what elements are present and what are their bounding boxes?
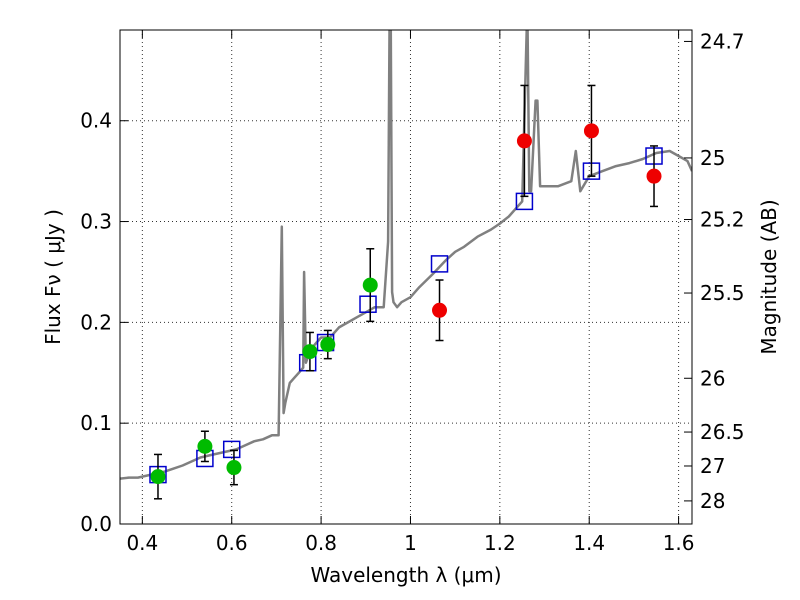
mag-tick-label: 28: [700, 489, 725, 513]
observed-circle-marker: [362, 277, 378, 293]
x-axis-label: Wavelength λ (μm): [310, 563, 501, 587]
observed-circle-marker: [302, 344, 318, 360]
observed-circle-marker: [150, 469, 166, 485]
y-tick-label: 0.4: [80, 109, 112, 133]
observed-circle-marker: [583, 123, 599, 139]
model-square-marker: [359, 295, 377, 313]
mag-tick-label: 24.7: [700, 29, 745, 53]
observed-circle-marker: [226, 460, 242, 476]
y2-axis-label: Magnitude (AB): [757, 199, 781, 354]
plot-area: [120, 30, 692, 480]
observed-circle-marker: [646, 168, 662, 184]
x-tick-label: 0.4: [126, 531, 158, 555]
y-axis-label: Flux Fν ( μJy ): [41, 209, 65, 345]
plot-frame: [119, 29, 693, 525]
x-tick-label: 0.6: [216, 531, 248, 555]
x-tick-label: 0.8: [305, 531, 337, 555]
observed-circle-marker: [516, 133, 532, 149]
mag-tick-label: 25: [700, 146, 725, 170]
observed-circle-marker: [432, 302, 448, 318]
x-tick-label: 1.2: [484, 531, 516, 555]
mag-tick-label: 25.5: [700, 281, 745, 305]
marker-layer: [149, 84, 663, 500]
y-tick-label: 0.3: [80, 210, 112, 234]
model-square-marker: [222, 440, 241, 459]
observed-circle-marker: [197, 438, 213, 454]
mag-tick-label: 27: [700, 454, 725, 478]
y-tick-label: 0.2: [80, 310, 112, 334]
y-tick-label: 0.1: [80, 411, 112, 435]
x-tick-label: 1: [404, 531, 417, 555]
mag-tick-label: 25.2: [700, 208, 745, 232]
observed-circle-marker: [320, 337, 336, 353]
x-tick-label: 1.6: [663, 531, 695, 555]
y-tick-label: 0.0: [80, 512, 112, 536]
model-square-marker: [430, 255, 449, 273]
mag-tick-label: 26.5: [700, 420, 745, 444]
x-tick-label: 1.4: [573, 531, 605, 555]
tick-layer: 0.4 0.6 0.8 1 1.2 1.4 1.6 0.0 0.1 0.2 0.3 0.4 24.7 25…: [80, 29, 744, 555]
mag-tick-label: 26: [700, 366, 725, 390]
sed-template-line: [120, 30, 692, 480]
